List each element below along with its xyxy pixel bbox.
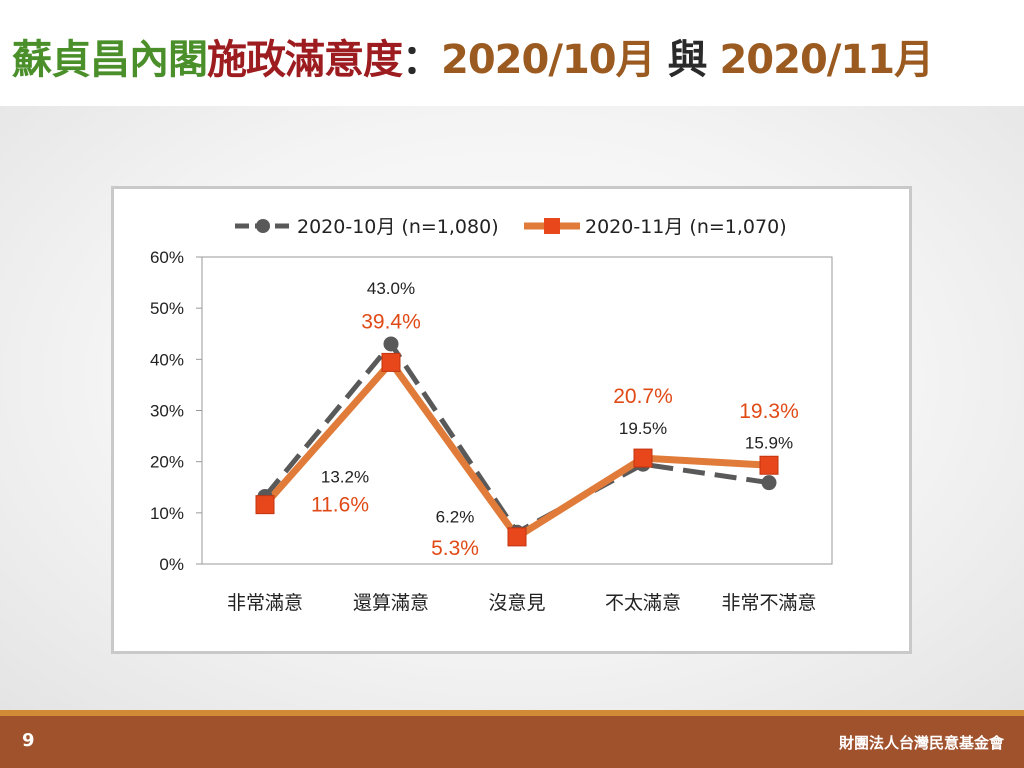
- y-tick-label: 50%: [150, 299, 184, 318]
- page-number: 9: [22, 730, 35, 751]
- data-label-oct: 19.5%: [619, 419, 667, 438]
- x-category-label: 沒意見: [488, 592, 545, 614]
- y-tick-label: 10%: [150, 504, 184, 523]
- organization-name: 財團法人台灣民意基金會: [838, 734, 1004, 752]
- legend-label-oct: 2020-10月 (n=1,080): [297, 216, 499, 238]
- title-part-november: 2020/11月: [719, 37, 934, 83]
- x-category-label: 非常不滿意: [721, 592, 816, 614]
- x-category-label: 不太滿意: [605, 592, 681, 614]
- data-label-oct: 15.9%: [745, 434, 793, 453]
- footer-divider: [0, 710, 1024, 716]
- y-tick-label: 60%: [150, 248, 184, 267]
- x-category-label: 還算滿意: [353, 592, 429, 614]
- data-label-nov: 19.3%: [739, 400, 799, 423]
- title-bar: 蘇貞昌內閣施政滿意度：2020/10月 與 2020/11月: [0, 0, 1024, 106]
- marker-oct: [383, 336, 399, 352]
- legend-marker-oct: [256, 219, 270, 233]
- marker-nov: [507, 527, 527, 547]
- data-label-nov: 5.3%: [431, 537, 479, 560]
- y-tick-label: 0%: [159, 555, 184, 574]
- marker-oct: [761, 475, 777, 491]
- marker-nov: [381, 352, 401, 372]
- x-category-label: 非常滿意: [227, 592, 303, 614]
- marker-nov: [633, 448, 653, 468]
- marker-nov: [759, 455, 779, 475]
- title-part-and: 與: [654, 37, 720, 83]
- title-part-october: 2020/10月: [441, 37, 656, 83]
- page-title: 蘇貞昌內閣施政滿意度：2020/10月 與 2020/11月: [12, 30, 934, 90]
- legend-label-nov: 2020-11月 (n=1,070): [585, 216, 787, 238]
- y-tick-label: 30%: [150, 402, 184, 421]
- y-tick-label: 40%: [150, 350, 184, 369]
- footer: 9 財團法人台灣民意基金會: [0, 716, 1024, 768]
- plot-area: [201, 256, 833, 565]
- data-label-oct: 6.2%: [436, 507, 475, 526]
- data-label-nov: 20.7%: [613, 385, 673, 408]
- data-label-oct: 43.0%: [367, 279, 415, 298]
- data-label-nov: 39.4%: [361, 310, 421, 333]
- marker-nov: [255, 495, 275, 515]
- data-label-oct: 13.2%: [321, 467, 369, 486]
- chart-frame: 0% 10% 20% 30% 40% 50% 60% 非常滿意 還算滿意 沒意見 不太滿意 非常不滿意…: [111, 186, 912, 654]
- line-chart: 0% 10% 20% 30% 40% 50% 60% 非常滿意 還算滿意 沒意見 不太滿意 非常不滿意…: [150, 216, 833, 614]
- y-tick-label: 20%: [150, 453, 184, 472]
- legend-marker-nov: [544, 218, 560, 234]
- title-part-satisfaction: 施政滿意度: [207, 37, 403, 83]
- title-part-cabinet: 蘇貞昌內閣: [12, 37, 208, 83]
- title-separator: ：: [402, 37, 442, 83]
- data-label-nov: 11.6%: [311, 494, 369, 517]
